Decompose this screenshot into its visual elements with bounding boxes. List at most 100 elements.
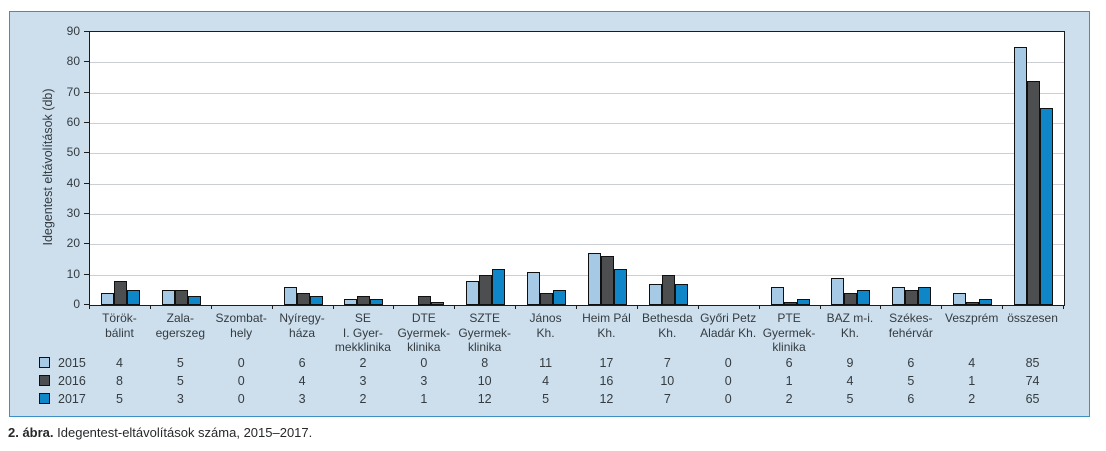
legend-swatch-2016 bbox=[39, 375, 50, 386]
x-tick bbox=[880, 305, 882, 309]
table-value: 6 bbox=[907, 392, 915, 406]
table-value: 12 bbox=[599, 392, 614, 406]
category-label-line: fehérvár bbox=[888, 325, 933, 340]
x-tick bbox=[515, 305, 517, 309]
x-tick bbox=[393, 305, 395, 309]
grid-line bbox=[90, 214, 1064, 215]
y-tick-label: 40 bbox=[66, 175, 80, 190]
bar-2017 bbox=[370, 299, 384, 305]
y-tick bbox=[84, 61, 89, 63]
category-label-line: DTE bbox=[411, 311, 436, 325]
y-tick-label: 80 bbox=[66, 54, 80, 69]
plot-area bbox=[89, 31, 1065, 306]
table-value: 10 bbox=[477, 374, 492, 388]
category-label-line: összesen bbox=[1007, 311, 1058, 325]
table-value: 65 bbox=[1025, 392, 1040, 406]
table-value: 2 bbox=[785, 392, 793, 406]
table-value: 0 bbox=[237, 392, 245, 406]
category-label-line: PTE bbox=[777, 311, 801, 325]
table-value: 1 bbox=[968, 374, 976, 388]
table-value: 1 bbox=[420, 392, 428, 406]
y-tick-label: 60 bbox=[66, 115, 80, 129]
table-value: 85 bbox=[1025, 356, 1040, 370]
grid-line bbox=[90, 62, 1064, 64]
table-value: 6 bbox=[298, 356, 306, 370]
bar-2017 bbox=[126, 290, 140, 305]
category-label: Székes-fehérvár bbox=[874, 311, 947, 340]
legend-swatch-2015 bbox=[39, 357, 50, 368]
category-label: SE I. Gyer-mekklinika bbox=[327, 311, 400, 355]
bar-2016 bbox=[905, 290, 919, 305]
table-value: 6 bbox=[785, 356, 793, 370]
legend-series-name: 2017 bbox=[58, 392, 86, 406]
grid-line bbox=[90, 92, 1064, 94]
caption-number: 2. ábra. bbox=[8, 425, 54, 440]
legend-series-name: 2015 bbox=[58, 356, 86, 370]
bar-2017 bbox=[857, 290, 871, 305]
bar-2016 bbox=[661, 275, 675, 305]
bar-2015 bbox=[770, 287, 784, 305]
bar-2017 bbox=[979, 299, 993, 305]
y-axis-title: Idegentest eltávolítások (db) bbox=[41, 88, 55, 246]
category-label-line: Kh. bbox=[658, 325, 677, 340]
x-tick bbox=[210, 305, 212, 309]
table-row-values: 4 5 0 6 2 0 8 11 17 7 0 6 9 6 4 85 bbox=[89, 354, 1063, 372]
bar-2017 bbox=[918, 287, 932, 305]
category-label-line: háza bbox=[289, 325, 316, 340]
table-value: 8 bbox=[481, 356, 489, 370]
bar-2016 bbox=[418, 296, 432, 305]
table-value: 4 bbox=[298, 374, 306, 388]
category-label-line: bálint bbox=[105, 325, 134, 340]
y-tick bbox=[84, 122, 89, 123]
category-label: Veszprém bbox=[935, 311, 1008, 326]
x-tick bbox=[89, 305, 90, 309]
bar-2016 bbox=[357, 296, 371, 305]
table-value: 7 bbox=[663, 392, 671, 406]
category-label-line: Székes- bbox=[889, 311, 933, 325]
bar-2016 bbox=[783, 302, 797, 305]
figure-caption: 2. ábra. Idegentest-eltávolítások száma,… bbox=[8, 425, 312, 440]
bar-2015 bbox=[161, 290, 175, 305]
bar-2015 bbox=[466, 281, 480, 305]
y-tick bbox=[84, 243, 89, 245]
bar-2017 bbox=[431, 302, 445, 305]
x-tick bbox=[149, 305, 151, 309]
category-label-line: Győri Petz bbox=[700, 311, 757, 325]
x-tick bbox=[332, 305, 334, 309]
table-value: 0 bbox=[724, 392, 732, 406]
bar-2017 bbox=[553, 290, 567, 305]
table-value: 3 bbox=[176, 392, 184, 406]
table-value: 0 bbox=[724, 374, 732, 388]
grid-line bbox=[90, 183, 1064, 185]
y-tick-label: 30 bbox=[66, 206, 80, 220]
table-value: 0 bbox=[724, 356, 732, 370]
category-label-line: SE bbox=[354, 311, 371, 325]
x-tick bbox=[1063, 305, 1064, 309]
table-value: 1 bbox=[785, 374, 793, 388]
category-label: Szombat-hely bbox=[205, 311, 278, 340]
y-tick bbox=[84, 213, 89, 214]
category-label: PTE Gyermek-klinika bbox=[753, 311, 826, 355]
y-tick-label: 90 bbox=[66, 24, 80, 38]
table-value: 3 bbox=[359, 374, 367, 388]
table-value: 8 bbox=[115, 374, 123, 388]
table-value: 10 bbox=[660, 374, 675, 388]
bar-2017 bbox=[613, 269, 627, 305]
grid-line bbox=[90, 274, 1064, 276]
bar-2016 bbox=[1027, 81, 1041, 305]
x-tick bbox=[758, 305, 760, 309]
bar-2016 bbox=[966, 302, 980, 305]
category-label-line: hely bbox=[230, 325, 253, 340]
table-row-values: 5 3 0 3 2 1 12 5 12 7 0 2 5 6 2 65 bbox=[89, 390, 1063, 408]
category-label-line: Kh. bbox=[597, 325, 616, 340]
bar-2015 bbox=[100, 293, 114, 305]
category-label-line: Kh. bbox=[840, 325, 859, 340]
x-tick bbox=[271, 305, 273, 309]
table-value: 12 bbox=[477, 392, 492, 406]
bar-2015 bbox=[283, 287, 297, 305]
bar-2016 bbox=[600, 256, 614, 305]
chart-panel: Idegentest eltávolítások (db) 0 10 20 30 40 5… bbox=[9, 11, 1090, 417]
table-value: 17 bbox=[599, 356, 614, 370]
x-tick bbox=[636, 305, 638, 309]
grid-line bbox=[90, 244, 1064, 246]
